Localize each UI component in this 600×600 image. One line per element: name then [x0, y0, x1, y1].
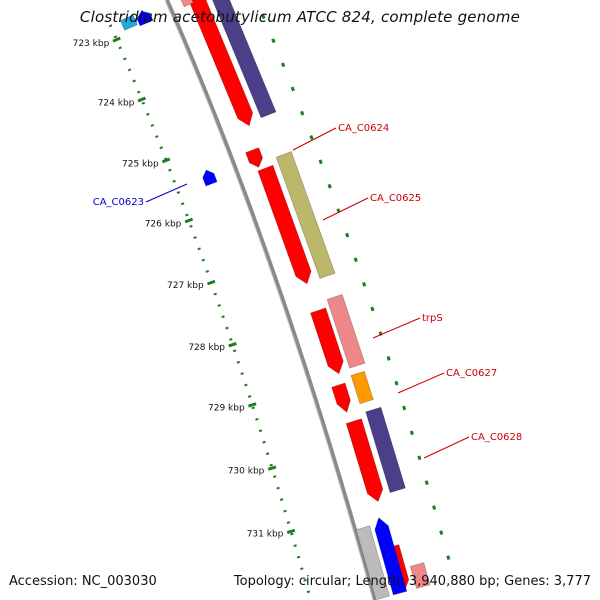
ruler-major-tick: [184, 217, 194, 224]
ruler-tick-label: 728 kbp: [188, 343, 225, 353]
ruler-tick-label: 731 kbp: [247, 530, 284, 540]
gene-feature-reverse: [409, 562, 431, 589]
ruler-major-tick: [112, 36, 121, 43]
gene-label: CA_C0623: [93, 197, 144, 208]
ruler-tick-label: 726 kbp: [145, 219, 182, 229]
gene-feature-reverse: [345, 418, 384, 503]
ruler-tick-label: 723 kbp: [73, 39, 110, 49]
gene-feature-forward: [119, 14, 138, 31]
gene-label-leader: [322, 197, 369, 221]
gene-label-leader: [423, 436, 470, 459]
ruler-track-right: [254, 0, 456, 579]
gene-label-leader: [145, 183, 188, 203]
ruler-tick-label: 725 kbp: [122, 159, 159, 169]
accession-label: Accession: NC_003030: [9, 574, 157, 589]
genome-backbone: [165, 0, 377, 600]
gene-label: CA_C0628: [471, 432, 522, 443]
ruler-major-tick: [137, 96, 147, 103]
gene-feature-reverse: [309, 307, 344, 375]
gene-feature-forward: [202, 169, 218, 187]
gene-label: CA_C0627: [446, 368, 497, 379]
gene-feature-reverse: [188, 0, 254, 127]
gene-feature-reverse: [212, 0, 277, 119]
gene-feature-reverse: [331, 382, 351, 413]
ruler-major-tick: [161, 157, 171, 164]
gene-label: CA_C0624: [338, 123, 389, 134]
gene-feature-forward: [136, 10, 154, 27]
gene-feature-reverse: [275, 150, 336, 279]
gene-feature-forward: [355, 525, 390, 600]
gene-feature-reverse: [245, 147, 264, 168]
gene-label: CA_C0625: [370, 193, 421, 204]
ruler-tick-label: 724 kbp: [98, 99, 135, 109]
gene-label-leader: [397, 372, 445, 394]
gene-feature-reverse: [350, 370, 374, 405]
gene-feature-forward: [374, 517, 408, 596]
gene-feature-reverse: [326, 293, 366, 369]
genome-stats-label: Topology: circular; Length: 3,940,880 bp…: [233, 574, 591, 589]
ruler-major-tick: [267, 465, 277, 471]
gene-label: trpS: [422, 313, 443, 324]
gene-label-leader: [372, 317, 421, 339]
ruler-major-tick: [286, 528, 296, 534]
ruler-major-tick: [248, 402, 257, 408]
gene-label-leader: [292, 127, 337, 151]
ruler-tick-label: 729 kbp: [208, 403, 245, 413]
gene-feature-reverse: [257, 164, 312, 285]
ruler-tick-label: 727 kbp: [167, 281, 204, 291]
genome-backbone-highlight: [164, 0, 374, 600]
ruler-major-tick: [228, 342, 237, 348]
gene-feature-reverse: [180, 0, 194, 8]
ruler-major-tick: [206, 279, 216, 286]
map-title: Clostridium acetobutylicum ATCC 824, com…: [79, 8, 521, 26]
gene-feature-reverse: [365, 406, 406, 494]
ruler-tick-label: 730 kbp: [228, 467, 265, 477]
